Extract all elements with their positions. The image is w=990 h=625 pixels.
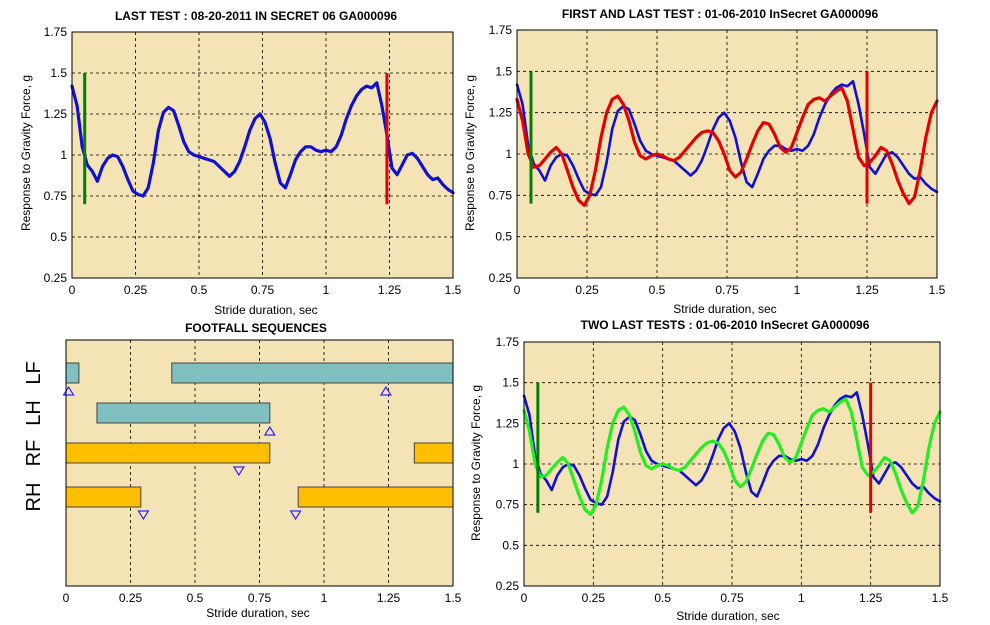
series-line	[70, 81, 455, 198]
y-tick-label: 0.5	[495, 230, 512, 244]
footfall-bar	[65, 442, 271, 464]
x-tick-label: 0.5	[654, 591, 671, 605]
y-tick-label: 0.25	[496, 579, 520, 593]
y-tick-label: 1.5	[495, 64, 512, 78]
plot-border	[71, 31, 454, 279]
y-tick-label: 1.5	[502, 376, 519, 390]
plot-border	[523, 341, 941, 587]
chart-first-and-last-test: FIRST AND LAST TEST : 01-06-2010 InSecre…	[463, 7, 946, 316]
x-tick-label: 1.25	[855, 283, 879, 297]
y-tick-label: 1.75	[44, 25, 68, 39]
x-tick-label: 0.75	[720, 591, 744, 605]
footfall-bar	[413, 442, 454, 464]
x-tick-label: 0.75	[248, 591, 272, 605]
y-tick-label: 1.75	[496, 335, 520, 349]
y-tick-label: 1.5	[50, 66, 67, 80]
x-axis-label: Stride duration, sec	[214, 303, 317, 317]
x-axis-label: Stride duration, sec	[206, 606, 309, 620]
event-triangle	[379, 385, 393, 396]
x-tick-label: 0.5	[191, 283, 208, 297]
y-axis-label: Response to Gravity Force, g	[469, 385, 483, 541]
chart-title: FOOTFALL SEQUENCES	[185, 321, 327, 335]
x-tick-label: 0.5	[649, 283, 666, 297]
y-tick-label: 0.75	[44, 189, 68, 203]
row-label: LH	[23, 400, 45, 426]
event-triangle	[137, 510, 150, 521]
y-tick-label: 1	[505, 147, 512, 161]
x-tick-label: 0.75	[715, 283, 739, 297]
y-tick-label: 1	[512, 457, 519, 471]
x-tick-label: 0.25	[582, 591, 606, 605]
y-axis-label: Response to Gravity Force, g	[463, 75, 477, 231]
chart-last-test: LAST TEST : 08-20-2011 IN SECRET 06 GA00…	[19, 9, 462, 317]
x-tick-label: 0.75	[251, 283, 275, 297]
x-tick-label: 0.5	[187, 591, 204, 605]
y-tick-label: 1	[60, 148, 67, 162]
plot-border	[65, 339, 454, 587]
y-tick-label: 0.25	[44, 271, 68, 285]
y-tick-label: 1.25	[489, 106, 513, 120]
x-tick-label: 0.25	[575, 283, 599, 297]
x-tick-label: 1.5	[932, 591, 949, 605]
x-tick-label: 1	[323, 283, 330, 297]
footfall-bar	[65, 362, 80, 384]
y-tick-label: 0.5	[502, 538, 519, 552]
y-tick-label: 0.75	[489, 188, 513, 202]
x-tick-label: 1.5	[929, 283, 946, 297]
x-tick-label: 0	[521, 591, 528, 605]
footfall-bar	[65, 486, 142, 508]
row-label: LF	[23, 361, 45, 384]
chart-title: LAST TEST : 08-20-2011 IN SECRET 06 GA00…	[115, 9, 397, 23]
x-tick-label: 1	[321, 591, 328, 605]
y-tick-label: 1.75	[489, 23, 513, 37]
x-tick-label: 0	[63, 591, 70, 605]
chart-footfall-sequences: FOOTFALL SEQUENCES Stride duration, sec …	[23, 321, 462, 620]
x-tick-label: 1.25	[378, 283, 402, 297]
event-triangle	[232, 466, 245, 477]
x-tick-label: 1.5	[445, 591, 462, 605]
y-axis-label: Response to Gravity Force, g	[19, 75, 33, 231]
x-tick-label: 1.25	[377, 591, 401, 605]
x-tick-label: 0.25	[119, 591, 143, 605]
chart-title: FIRST AND LAST TEST : 01-06-2010 InSecre…	[562, 7, 879, 21]
footfall-bar	[171, 362, 454, 384]
y-tick-label: 0.5	[50, 230, 67, 244]
x-tick-label: 1	[794, 283, 801, 297]
x-axis-label: Stride duration, sec	[673, 302, 776, 316]
y-tick-label: 0.75	[496, 498, 520, 512]
y-tick-label: 0.25	[489, 271, 513, 285]
row-label: RH	[23, 483, 45, 512]
y-tick-label: 1.25	[44, 107, 68, 121]
x-tick-label: 0	[514, 283, 521, 297]
event-triangle	[289, 510, 302, 521]
x-tick-label: 0.25	[124, 283, 148, 297]
chart-two-last-tests: TWO LAST TESTS : 01-06-2010 InSecret GA0…	[469, 318, 949, 623]
x-axis-label: Stride duration, sec	[676, 609, 779, 623]
plot-border	[516, 29, 938, 279]
x-tick-label: 1	[798, 591, 805, 605]
x-tick-label: 0	[69, 283, 76, 297]
footfall-bar	[297, 486, 454, 508]
x-tick-label: 1.5	[445, 283, 462, 297]
chart-title: TWO LAST TESTS : 01-06-2010 InSecret GA0…	[581, 318, 870, 332]
y-tick-label: 1.25	[496, 416, 520, 430]
row-label: RF	[23, 440, 45, 467]
footfall-bar	[96, 402, 271, 424]
event-triangle	[263, 425, 276, 436]
x-tick-label: 1.25	[859, 591, 883, 605]
